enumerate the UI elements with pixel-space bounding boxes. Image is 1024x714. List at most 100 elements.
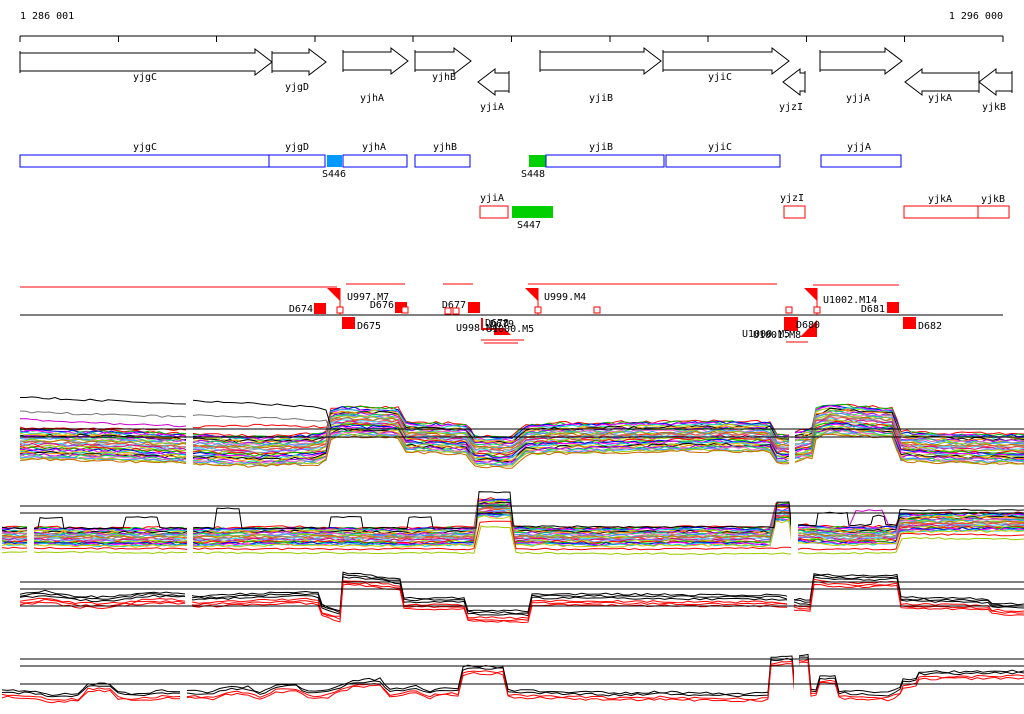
panel-gap [787, 567, 794, 633]
signal-trace [1, 653, 1024, 697]
probe-anchor-square [593, 306, 601, 314]
blue-gene-track-box-yjhA[interactable] [342, 154, 408, 168]
blue-gene-track-box-yjhB[interactable] [414, 154, 471, 168]
signal-trace [19, 583, 1024, 624]
signal-trace [1, 525, 1024, 556]
probe-flag-U1002.M14[interactable] [804, 288, 817, 301]
red-gene-track-label-S447: S447 [517, 220, 541, 231]
probe-marker-label-D682: D682 [918, 321, 942, 332]
gene-arrow-yjiA[interactable] [477, 67, 510, 97]
gene-arrow-yjzI[interactable] [782, 67, 806, 97]
red-gene-track-label-yjiA: yjiA [480, 193, 504, 204]
signal-trace [192, 423, 327, 429]
blue-gene-track-box-yjgC[interactable] [19, 154, 270, 168]
blue-gene-track: yjgC yjgD S446 yjhA yjhB S448 yjiB yjiC yjjA [19, 142, 902, 180]
gene-arrow-yjjA[interactable] [819, 46, 903, 76]
gene-arrow-label-yjiA: yjiA [480, 102, 504, 113]
red-gene-track-box-yjiA[interactable] [479, 205, 509, 219]
probe-marker-D680[interactable] [784, 317, 798, 331]
gene-arrow-label-yjgC: yjgC [133, 72, 157, 83]
gene-arrow-label-yjiB: yjiB [589, 93, 613, 104]
probe-marker-D681[interactable] [887, 302, 899, 313]
probe-marker-label-D674: D674 [289, 304, 313, 315]
gene-arrow-label-yjhB: yjhB [432, 72, 456, 83]
signal-trace [1, 515, 1024, 548]
blue-gene-track-label-yjiB: yjiB [589, 142, 613, 153]
signal-trace [192, 399, 332, 428]
signal-trace [1, 656, 1024, 698]
probe-anchor-square [336, 306, 344, 314]
signal-trace [1, 491, 1024, 530]
signal-panel-4 [1, 645, 1024, 713]
probe-anchor-square [452, 307, 460, 315]
blue-gene-track-box-S446[interactable] [327, 155, 342, 167]
red-gene-track-box-yjzI[interactable] [783, 205, 806, 219]
red-gene-track-label-yjzI: yjzI [780, 193, 804, 204]
gene-arrow-label-yjkB: yjkB [982, 102, 1006, 113]
panel-gap [180, 645, 187, 713]
probe-down-flag[interactable] [800, 320, 817, 337]
signal-panel-3 [19, 567, 1024, 633]
gene-arrow-label-yjjA: yjjA [846, 93, 870, 104]
gene-arrow-yjkA[interactable] [904, 67, 980, 97]
probe-anchor-square [534, 306, 542, 314]
blue-gene-track-label-yjiC: yjiC [708, 142, 732, 153]
probe-flag-U997.M7[interactable] [327, 288, 340, 301]
signal-trace [1, 514, 1024, 548]
blue-gene-track-box-yjjA[interactable] [820, 154, 902, 168]
probe-anchor-square [785, 306, 793, 314]
probe-marker-D674[interactable] [314, 303, 326, 314]
gene-arrow-label-yjkA: yjkA [928, 93, 952, 104]
blue-gene-track-box-yjiB[interactable] [545, 154, 665, 168]
gene-arrow-track: yjgC yjgD yjhA yjhB yjiA yjiB yjiC yjzI yjjA yjkA… [19, 46, 1013, 113]
panel-gap [187, 489, 193, 559]
probe-track: U997.M7 U999.M4 U1002.M14 D674 D676 D677 D681 D… [20, 283, 1003, 344]
blue-gene-track-box-S448[interactable] [529, 155, 546, 167]
blue-gene-track-label-yjhB: yjhB [433, 142, 457, 153]
gene-arrow-yjkB[interactable] [978, 67, 1013, 97]
signal-trace [848, 509, 890, 528]
probe-marker-D677[interactable] [468, 302, 480, 313]
red-gene-track-label-yjkA: yjkA [928, 194, 952, 205]
signal-trace [19, 418, 187, 428]
probe-marker-label-D675: D675 [357, 321, 381, 332]
gene-arrow-label-yjzI: yjzI [779, 102, 803, 113]
gene-arrow-yjhB[interactable] [414, 46, 472, 76]
panel-gap [27, 489, 34, 559]
gene-arrow-yjiB[interactable] [539, 46, 662, 76]
signal-trace [19, 410, 187, 418]
blue-gene-track-box-yjiC[interactable] [665, 154, 781, 168]
red-gene-track-box-yjkA[interactable] [903, 205, 979, 219]
probe-marker-D676[interactable] [395, 302, 407, 313]
probe-flag-U999.M4[interactable] [525, 288, 538, 301]
probe-overlap-label: U1001.M8 [753, 330, 801, 341]
signal-panel-1 [19, 381, 1024, 471]
red-gene-track: yjiA S447 yjzI yjkA yjkB [479, 193, 1010, 231]
blue-gene-track-label-S446: S446 [322, 169, 346, 180]
probe-overlap-label: D678 [485, 318, 509, 329]
blue-gene-track-label-S448: S448 [521, 169, 545, 180]
gene-arrow-yjgC[interactable] [19, 47, 273, 77]
blue-gene-track-box-yjgD[interactable] [268, 154, 326, 168]
gene-arrow-label-yjgD: yjgD [285, 82, 309, 93]
ruler-track [19, 35, 1004, 42]
blue-gene-track-label-yjhA: yjhA [362, 142, 386, 153]
signal-panel-2 [1, 489, 1024, 559]
probe-marker-D682[interactable] [903, 317, 916, 329]
probe-marker-label-D677: D677 [442, 300, 466, 311]
probe-marker-label-D676: D676 [370, 300, 394, 311]
gene-arrow-yjhA[interactable] [342, 46, 409, 76]
panel-gap [794, 645, 799, 713]
probe-marker-label-D681: D681 [861, 304, 885, 315]
panel-gap [185, 567, 192, 633]
probe-flag-label-U999.M4: U999.M4 [544, 292, 586, 303]
red-gene-track-box-yjkB[interactable] [977, 205, 1010, 219]
gene-arrow-yjgD[interactable] [271, 47, 327, 77]
probe-anchor-square [813, 306, 821, 314]
ruler-start-coordinate: 1 286 001 [20, 11, 75, 22]
red-gene-track-box-S447[interactable] [512, 206, 553, 218]
probe-marker-D675[interactable] [342, 317, 355, 329]
gene-arrow-yjiC[interactable] [662, 46, 790, 76]
